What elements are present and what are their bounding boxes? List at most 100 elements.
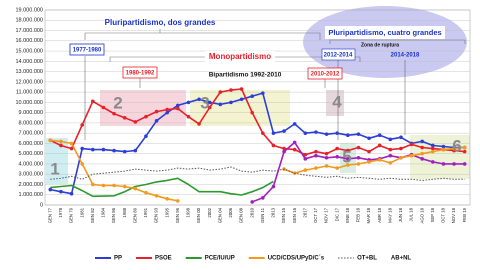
point: [80, 123, 84, 127]
point: [229, 100, 233, 105]
label-box: [122, 66, 158, 79]
y-tick-label: 8.000.000: [19, 120, 43, 126]
point: [144, 190, 148, 195]
y-tick-label: 19.000.000: [15, 7, 43, 13]
point: [356, 155, 361, 160]
point: [186, 114, 191, 119]
point: [144, 134, 148, 139]
x-tick-label: JUL 18: [409, 207, 414, 221]
y-tick-label: 4.000.000: [19, 161, 43, 167]
point: [388, 153, 393, 158]
annotation: Bipartidismo 1992-2010: [209, 72, 282, 79]
x-tick-label: OCT 18: [441, 207, 446, 223]
point: [431, 149, 435, 154]
section-number: 5: [342, 147, 351, 166]
x-tick-label: GEN 00: [196, 207, 201, 223]
x-tick-label: AGO 18: [419, 207, 424, 223]
point: [462, 145, 467, 150]
y-tick-label: 17.000.000: [15, 28, 43, 34]
x-tick-label: 2017: [302, 207, 307, 217]
point: [324, 155, 329, 160]
x-tick-label: 1995: [164, 207, 169, 217]
point: [250, 94, 254, 99]
point: [261, 196, 265, 200]
section-box: [46, 138, 68, 184]
point: [112, 183, 116, 188]
point: [101, 147, 106, 152]
point: [59, 143, 63, 148]
point: [324, 132, 329, 136]
x-tick-label: DIC 17: [334, 207, 339, 221]
x-tick-label: GEN 89: [132, 207, 137, 223]
point: [324, 164, 329, 168]
point: [197, 122, 201, 126]
point: [314, 153, 318, 158]
x-tick-label: MAR 18: [366, 207, 371, 223]
x-tick-label: GEN 86: [111, 207, 116, 223]
x-tick-label: GEN 79: [69, 207, 74, 223]
x-tick-label: GEN 93: [154, 207, 159, 223]
point: [314, 130, 318, 134]
point: [314, 166, 318, 170]
x-tick-label: ENE 18: [345, 207, 350, 222]
point: [250, 200, 254, 204]
y-tick-label: 2.000.000: [19, 182, 43, 188]
point: [101, 183, 106, 188]
annotation: 1977-1980: [73, 48, 102, 54]
point: [367, 160, 371, 164]
x-tick-label: 2013: [271, 207, 276, 217]
point: [218, 102, 223, 107]
point: [441, 147, 446, 152]
point: [250, 110, 254, 115]
point: [388, 147, 393, 152]
point: [48, 187, 53, 192]
annotation: Pluripartidismo, cuatro grandes: [328, 28, 441, 37]
point: [388, 161, 393, 165]
point: [69, 141, 74, 146]
point: [48, 138, 53, 143]
point: [303, 168, 308, 172]
annotation: Monopartidismo: [209, 52, 271, 61]
point: [409, 142, 414, 147]
point: [101, 105, 106, 110]
label-box: [105, 16, 215, 29]
point: [441, 162, 446, 166]
point: [239, 87, 244, 91]
point: [399, 135, 403, 140]
point: [207, 100, 212, 105]
point: [346, 133, 350, 138]
legend-label: UCD/CDS/UPyD/C´s: [268, 256, 325, 262]
x-tick-label: 1981: [79, 207, 84, 217]
bracket: [84, 28, 321, 40]
y-tick-label: 15.000.000: [15, 49, 43, 55]
point: [122, 149, 127, 154]
point: [261, 131, 265, 135]
point: [122, 184, 127, 189]
section-number: 6: [452, 136, 461, 155]
point: [462, 149, 467, 154]
point: [356, 162, 361, 166]
x-tick-label: 2010: [249, 207, 254, 217]
point: [303, 157, 308, 161]
point: [441, 144, 446, 149]
point: [399, 155, 403, 160]
point: [154, 193, 159, 198]
point: [420, 157, 424, 161]
point: [229, 88, 233, 92]
point: [367, 149, 371, 154]
y-tick-label: 12.000.000: [15, 79, 43, 85]
point: [335, 154, 339, 159]
point: [239, 97, 244, 102]
point: [367, 136, 371, 141]
annotation: 2012-2014: [324, 53, 353, 59]
label-box: [321, 48, 356, 61]
x-tick-label: 1998: [186, 207, 191, 217]
x-tick-label: GEN 08: [239, 207, 244, 223]
y-tick-label: 7.000.000: [19, 131, 43, 137]
point: [176, 103, 180, 108]
x-tick-label: 2006: [228, 207, 233, 217]
point: [452, 162, 456, 166]
section-number: 2: [113, 93, 122, 112]
point: [377, 133, 382, 138]
